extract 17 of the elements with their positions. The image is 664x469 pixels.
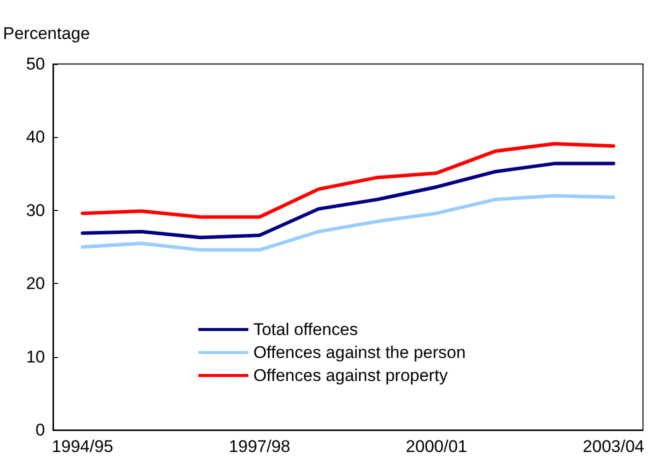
y-tick-label: 10 [26, 347, 45, 366]
line-series [80, 162, 616, 240]
line-series [80, 142, 616, 219]
legend-label: Offences against property [253, 366, 448, 385]
legend-label: Total offences [253, 320, 358, 339]
y-axis-title: Percentage [3, 24, 90, 43]
x-tick-label: 1997/98 [228, 437, 290, 456]
x-tick-label: 1994/95 [52, 437, 114, 456]
y-tick-label: 20 [26, 274, 45, 294]
y-tick-label: 50 [26, 54, 45, 74]
legend-label: Offences against the person [253, 343, 466, 362]
x-tick-label: 2003/04 [582, 437, 644, 456]
y-tick-label: 40 [26, 128, 45, 147]
x-tick-label: 2000/01 [406, 437, 468, 456]
line-series [80, 194, 616, 252]
y-tick-label: 30 [26, 200, 45, 220]
y-tick-label: 0 [36, 420, 45, 440]
